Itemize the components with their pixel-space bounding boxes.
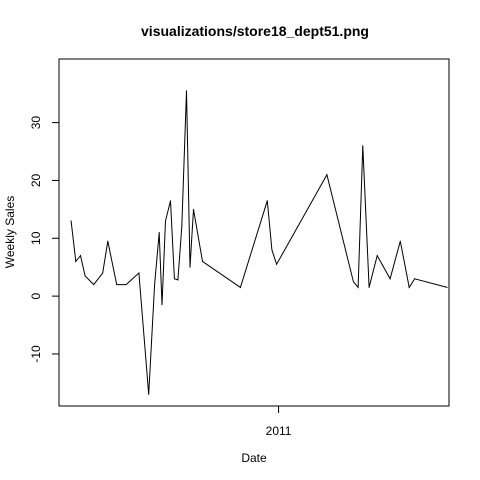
- data-point-3: [84, 275, 86, 277]
- plot-frame: [58, 58, 450, 407]
- data-point-19: [186, 90, 188, 92]
- data-point-15: [170, 200, 172, 202]
- data-point-18: [181, 226, 183, 228]
- data-point-25: [271, 249, 273, 251]
- y-tick-label-1: 0: [29, 292, 43, 299]
- y-tick-label-0: -10: [29, 345, 43, 363]
- data-point-36: [414, 278, 416, 280]
- data-point-0: [70, 220, 72, 222]
- data-point-1: [75, 260, 77, 262]
- chart-title: visualizations/store18_dept51.png: [141, 23, 369, 39]
- data-point-11: [154, 284, 156, 286]
- data-point-2: [79, 255, 81, 257]
- data-point-10: [148, 393, 150, 395]
- data-point-20: [189, 266, 191, 268]
- data-point-14: [164, 220, 166, 222]
- data-point-35: [408, 286, 410, 288]
- x-tick-label-0: 2011: [266, 424, 292, 438]
- data-point-34: [399, 240, 401, 242]
- y-tick-label-3: 20: [29, 173, 43, 187]
- data-point-26: [276, 263, 278, 265]
- data-point-33: [389, 278, 391, 280]
- series-line-weekly-sales: [70, 90, 448, 395]
- data-point-27: [326, 174, 328, 176]
- data-point-31: [368, 286, 370, 288]
- data-point-37: [446, 286, 448, 288]
- data-point-29: [357, 286, 359, 288]
- data-point-9: [138, 272, 140, 274]
- data-point-8: [125, 284, 127, 286]
- data-point-30: [362, 145, 364, 147]
- x-axis: 2011: [266, 406, 292, 438]
- series-points: [70, 90, 448, 395]
- data-point-23: [239, 286, 241, 288]
- y-tick-label-4: 30: [29, 116, 43, 130]
- data-point-21: [193, 208, 195, 210]
- data-point-5: [102, 272, 104, 274]
- y-axis: -10 0 10 20 30: [29, 116, 59, 363]
- y-tick-label-2: 10: [29, 231, 43, 245]
- data-point-24: [266, 200, 268, 202]
- data-point-22: [202, 260, 204, 262]
- data-point-7: [116, 284, 118, 286]
- data-point-6: [107, 240, 109, 242]
- data-point-17: [177, 279, 179, 281]
- data-point-12: [158, 232, 160, 233]
- data-point-32: [376, 255, 378, 257]
- data-point-4: [93, 284, 95, 286]
- x-axis-label: Date: [241, 451, 267, 465]
- data-point-13: [161, 304, 163, 306]
- data-point-16: [173, 278, 175, 280]
- y-axis-label: Weekly Sales: [3, 196, 17, 268]
- data-point-28: [352, 281, 354, 283]
